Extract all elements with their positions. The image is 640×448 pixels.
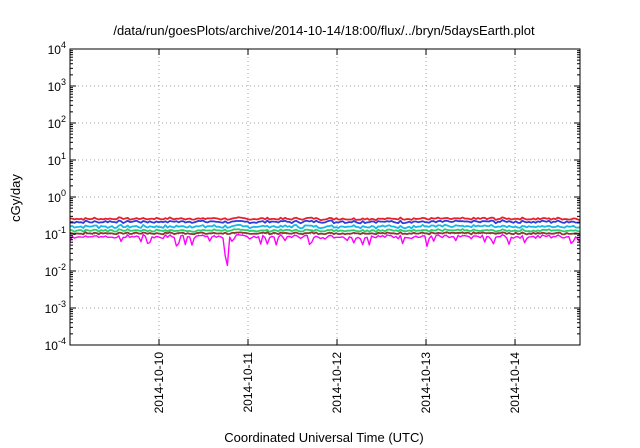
x-tick-label: 2014-10-13 bbox=[419, 352, 433, 414]
series-lines bbox=[69, 216, 581, 267]
y-tick-label: 103 bbox=[48, 77, 66, 94]
y-axis-label: cGy/day bbox=[8, 174, 23, 222]
y-tick-label: 10-2 bbox=[45, 262, 66, 279]
y-axis: 10-4 10-3 10-2 10-1 100 101 102 103 104 bbox=[45, 40, 580, 353]
chart-title: /data/run/goesPlots/archive/2014-10-14/1… bbox=[113, 23, 535, 38]
series-line bbox=[69, 223, 581, 230]
x-axis-label: Coordinated Universal Time (UTC) bbox=[224, 430, 423, 445]
series-line bbox=[69, 216, 581, 222]
x-tick-label: 2014-10-12 bbox=[330, 352, 344, 414]
y-tick-label: 10-3 bbox=[45, 299, 66, 316]
series-line bbox=[69, 228, 581, 233]
y-tick-label: 10-1 bbox=[45, 225, 66, 242]
x-tick-label: 2014-10-10 bbox=[152, 352, 166, 414]
grid bbox=[70, 49, 580, 345]
y-tick-label: 10-4 bbox=[45, 336, 66, 353]
y-tick-label: 102 bbox=[48, 114, 66, 131]
x-tick-label: 2014-10-14 bbox=[508, 352, 522, 414]
x-axis: 2014-10-10 2014-10-11 2014-10-12 2014-10-13… bbox=[152, 49, 522, 413]
y-tick-label: 104 bbox=[48, 40, 66, 57]
series-line bbox=[69, 219, 581, 225]
y-tick-label: 100 bbox=[48, 188, 66, 205]
x-tick-label: 2014-10-11 bbox=[241, 352, 255, 413]
series-line bbox=[69, 233, 581, 267]
y-tick-label: 101 bbox=[48, 151, 66, 168]
series-line bbox=[69, 231, 581, 236]
